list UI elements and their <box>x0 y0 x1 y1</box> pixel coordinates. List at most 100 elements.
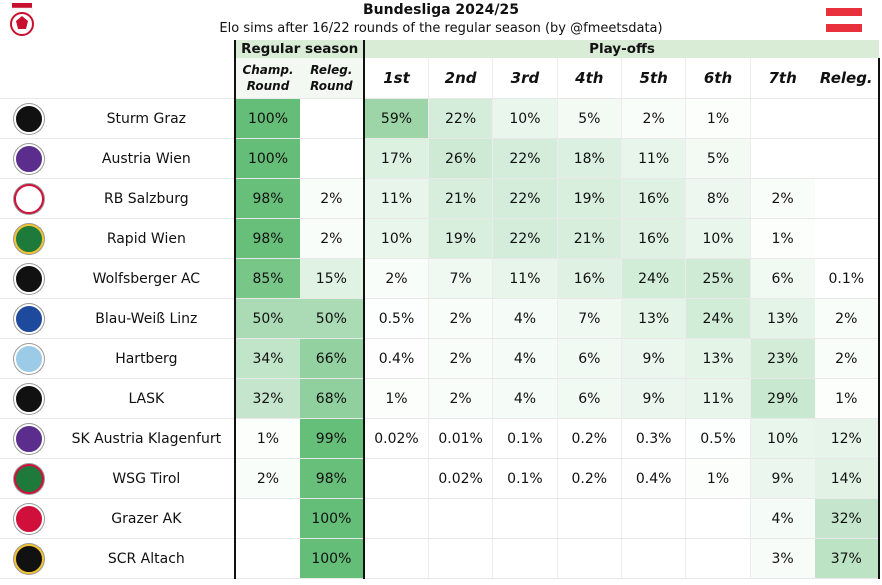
page-title: Bundesliga 2024/25 <box>363 2 519 18</box>
rb-salzburg-logo-icon <box>14 183 45 214</box>
playoff-cell: 9% <box>749 458 815 499</box>
champ-round-cell: 50% <box>234 298 300 339</box>
wolfsberger-ac-logo-icon <box>14 263 45 294</box>
playoff-cell <box>492 498 558 539</box>
playoff-cell: 7% <box>556 298 622 339</box>
playoff-cell: 22% <box>492 218 558 259</box>
playoff-cell: 11% <box>620 138 686 179</box>
playoff-cell: 23% <box>749 338 815 379</box>
scr-altach-logo-icon <box>14 543 45 574</box>
playoff-cell: 4% <box>492 338 558 379</box>
grazer-ak-logo-icon <box>14 503 45 534</box>
playoff-cell <box>814 218 881 259</box>
releg-round-cell: 100% <box>299 498 366 539</box>
team-logo-cell <box>0 258 59 299</box>
champ-round-cell: 1% <box>234 418 300 459</box>
champ-round-cell: 85% <box>234 258 300 299</box>
rapid-wien-logo-icon <box>14 223 45 254</box>
playoff-cell: 0.4% <box>364 338 429 379</box>
team-logo-cell <box>0 138 59 179</box>
playoff-cell: 2% <box>427 298 493 339</box>
playoff-cell: 19% <box>427 218 493 259</box>
playoff-cell: 11% <box>492 258 558 299</box>
playoff-cell: 18% <box>556 138 622 179</box>
team-name: WSG Tirol <box>58 458 236 499</box>
releg-round-cell <box>299 138 366 179</box>
table-row: Hartberg 34% 66% 0.4% 2% 4% 6% 9% 13% 23% 2% <box>0 338 881 379</box>
table-row: RB Salzburg 98% 2% 11% 21% 22% 19% 16% 8% 2% <box>0 178 881 219</box>
wsg-tirol-logo-icon <box>14 463 45 494</box>
playoff-cell: 10% <box>749 418 815 459</box>
playoff-cell: 21% <box>556 218 622 259</box>
playoff-cell: 1% <box>814 378 881 419</box>
playoff-cell: 10% <box>492 98 558 139</box>
hartberg-logo-icon <box>14 343 45 374</box>
playoff-cell <box>364 498 429 539</box>
playoff-cell: 7% <box>427 258 493 299</box>
playoff-cell: 2% <box>620 98 686 139</box>
playoff-cell: 4% <box>492 298 558 339</box>
playoff-cell: 10% <box>685 218 751 259</box>
table-row: SK Austria Klagenfurt 1% 99% 0.02% 0.01% 0.1%… <box>0 418 881 459</box>
team-name: Austria Wien <box>58 138 236 179</box>
team-name: LASK <box>58 378 236 419</box>
playoff-cell <box>364 458 429 499</box>
col-6th: 6th <box>685 58 751 99</box>
playoff-cell: 6% <box>556 338 622 379</box>
table-row: Sturm Graz 100% 59% 22% 10% 5% 2% 1% <box>0 98 881 139</box>
releg-round-cell: 66% <box>299 338 366 379</box>
champ-round-cell: 98% <box>234 178 300 219</box>
playoff-cell: 22% <box>492 138 558 179</box>
blau-weiss-linz-logo-icon <box>14 303 45 334</box>
playoff-cell: 21% <box>427 178 493 219</box>
playoff-cell: 1% <box>364 378 429 419</box>
team-name: Blau-Weiß Linz <box>58 298 236 339</box>
champ-round-cell <box>234 498 300 539</box>
playoff-cell: 32% <box>814 498 881 539</box>
playoff-cell: 24% <box>685 298 751 339</box>
playoff-cell <box>427 538 493 579</box>
team-logo-cell <box>0 98 59 139</box>
releg-round-cell: 68% <box>299 378 366 419</box>
playoff-cell <box>814 98 881 139</box>
team-name: SCR Altach <box>58 538 236 579</box>
playoff-cell: 2% <box>364 258 429 299</box>
playoff-cell <box>814 178 881 219</box>
table-row: Austria Wien 100% 17% 26% 22% 18% 11% 5% <box>0 138 881 179</box>
playoff-cell: 0.3% <box>620 418 686 459</box>
playoff-cell: 9% <box>620 338 686 379</box>
team-logo-cell <box>0 178 59 219</box>
column-header-row: Champ. Round Releg. Round 1st 2nd 3rd 4th … <box>0 58 881 99</box>
playoff-cell: 0.01% <box>427 418 493 459</box>
team-name: RB Salzburg <box>58 178 236 219</box>
playoff-cell: 2% <box>427 378 493 419</box>
playoff-cell <box>364 538 429 579</box>
team-logo-cell <box>0 418 59 459</box>
champ-round-cell: 2% <box>234 458 300 499</box>
playoff-cell <box>814 138 881 179</box>
playoff-cell: 26% <box>427 138 493 179</box>
releg-round-cell <box>299 98 366 139</box>
austria-flag-icon <box>826 8 862 32</box>
bundesliga-logo-icon <box>10 3 34 36</box>
table-row: Blau-Weiß Linz 50% 50% 0.5% 2% 4% 7% 13% 24% 13% 2… <box>0 298 881 339</box>
playoff-cell: 16% <box>620 178 686 219</box>
table-row: LASK 32% 68% 1% 2% 4% 6% 9% 11% 29% 1% <box>0 378 881 419</box>
champ-round-cell: 100% <box>234 138 300 179</box>
klagenfurt-logo-icon <box>14 423 45 454</box>
playoff-cell: 3% <box>749 538 815 579</box>
playoff-cell <box>620 538 686 579</box>
col-releg: Releg. <box>814 58 881 99</box>
champ-round-cell: 34% <box>234 338 300 379</box>
group-regular-season: Regular season <box>234 40 366 58</box>
team-logo-cell <box>0 298 59 339</box>
group-playoffs: Play-offs <box>364 40 879 58</box>
col-7th: 7th <box>749 58 815 99</box>
playoff-cell: 37% <box>814 538 881 579</box>
playoff-cell: 22% <box>492 178 558 219</box>
releg-round-cell: 99% <box>299 418 366 459</box>
releg-round-cell: 50% <box>299 298 366 339</box>
col-releg-round: Releg. Round <box>299 58 366 99</box>
team-name: Rapid Wien <box>58 218 236 259</box>
